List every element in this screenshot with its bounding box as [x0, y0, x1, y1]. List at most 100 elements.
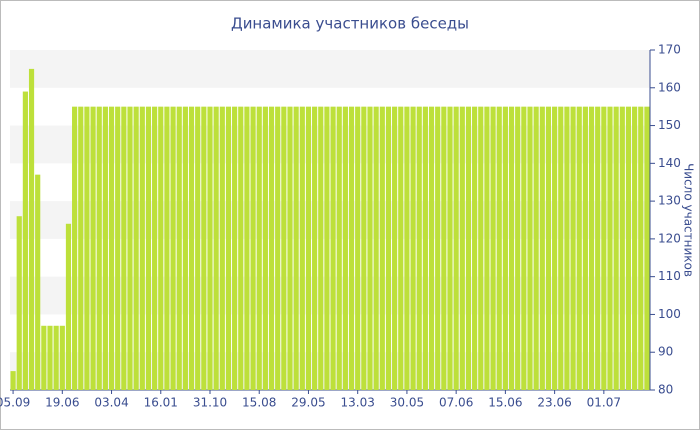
bar — [275, 106, 281, 391]
bar — [348, 106, 355, 391]
x-tick-label: 05.09 — [0, 396, 30, 410]
bar — [115, 106, 121, 391]
bar — [545, 106, 552, 391]
bar — [318, 106, 324, 391]
bar — [225, 106, 232, 391]
bar — [176, 106, 182, 391]
bar — [564, 106, 570, 391]
bar — [552, 106, 558, 391]
bar — [515, 106, 521, 391]
bar — [435, 106, 441, 391]
bar — [238, 106, 244, 391]
x-tick-label: 16.01 — [144, 396, 178, 410]
bar — [484, 106, 490, 391]
bar — [367, 106, 373, 391]
bar — [441, 106, 447, 391]
bar — [35, 174, 41, 390]
bar — [268, 106, 275, 391]
bar — [22, 91, 28, 391]
x-tick-label: 07.06 — [439, 396, 473, 410]
bar — [521, 106, 527, 391]
bar — [250, 106, 256, 391]
y-tick-label: 120 — [658, 231, 681, 245]
bar — [625, 106, 632, 391]
bar — [96, 106, 102, 391]
bar — [158, 106, 164, 391]
bar — [539, 106, 545, 391]
bar — [244, 106, 250, 391]
bar — [207, 106, 213, 391]
bar — [336, 106, 342, 391]
y-tick-label: 140 — [658, 156, 681, 170]
bar — [145, 106, 152, 391]
bar — [355, 106, 361, 391]
bar — [447, 106, 453, 391]
bar — [188, 106, 195, 391]
bar — [361, 106, 367, 391]
bar — [152, 106, 158, 391]
bar — [287, 106, 293, 391]
bar — [170, 106, 176, 391]
bar — [256, 106, 262, 391]
bar — [490, 106, 496, 391]
x-tick-label: 19.06 — [45, 396, 79, 410]
bar — [59, 325, 65, 390]
bar — [133, 106, 139, 391]
bar — [398, 106, 404, 391]
bar — [121, 106, 127, 391]
bar — [10, 371, 16, 390]
bar — [72, 106, 78, 391]
y-axis-label: Число участников — [682, 163, 696, 277]
bar — [108, 106, 115, 391]
y-tick-label: 160 — [658, 80, 681, 94]
bar — [508, 106, 515, 391]
y-tick-label: 110 — [658, 269, 681, 283]
bar — [90, 106, 96, 391]
bar — [312, 106, 318, 391]
bar — [232, 106, 238, 391]
bar — [65, 223, 72, 390]
bar — [293, 106, 299, 391]
bar — [416, 106, 422, 391]
bar — [558, 106, 564, 391]
bar — [342, 106, 348, 391]
bar — [164, 106, 170, 391]
bar — [385, 106, 392, 391]
bar — [127, 106, 133, 391]
bar — [102, 106, 108, 391]
bar — [392, 106, 398, 391]
bar — [47, 325, 53, 390]
bar — [595, 106, 601, 391]
bar — [213, 106, 219, 391]
bar — [16, 216, 22, 390]
bar — [632, 106, 638, 391]
x-tick-label: 03.04 — [94, 396, 128, 410]
bar — [330, 106, 336, 391]
x-tick-label: 15.06 — [488, 396, 522, 410]
bar — [41, 325, 47, 390]
bar — [613, 106, 619, 391]
bar — [527, 106, 533, 391]
bar — [533, 106, 539, 391]
bar — [502, 106, 508, 391]
bar — [262, 106, 268, 391]
bar — [478, 106, 484, 391]
y-tick-label: 170 — [658, 43, 681, 57]
bar — [281, 106, 287, 391]
bar — [299, 106, 305, 391]
chart-title: Динамика участников беседы — [231, 15, 469, 33]
bar — [324, 106, 330, 391]
bar — [644, 106, 650, 391]
bar — [305, 106, 312, 391]
bar — [453, 106, 459, 391]
bar — [28, 68, 35, 390]
bar — [84, 106, 90, 391]
bar — [582, 106, 588, 391]
y-tick-label: 130 — [658, 194, 681, 208]
bar — [607, 106, 613, 391]
bar — [139, 106, 145, 391]
bar — [588, 106, 595, 391]
bar — [576, 106, 582, 391]
bar — [201, 106, 207, 391]
bar — [379, 106, 385, 391]
